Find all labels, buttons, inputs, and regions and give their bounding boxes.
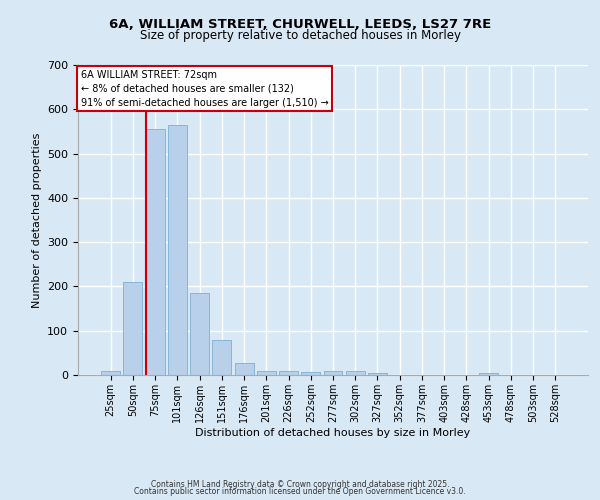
- Bar: [190, 293, 209, 375]
- Bar: [168, 125, 187, 375]
- Text: Contains public sector information licensed under the Open Government Licence v3: Contains public sector information licen…: [134, 487, 466, 496]
- Bar: [323, 370, 343, 375]
- Bar: [212, 340, 231, 375]
- Bar: [235, 362, 254, 375]
- Bar: [279, 372, 298, 375]
- X-axis label: Distribution of detached houses by size in Morley: Distribution of detached houses by size …: [196, 428, 470, 438]
- Bar: [101, 370, 120, 375]
- Bar: [146, 129, 164, 375]
- Bar: [124, 282, 142, 375]
- Text: Size of property relative to detached houses in Morley: Size of property relative to detached ho…: [139, 29, 461, 42]
- Bar: [346, 372, 365, 375]
- Bar: [368, 373, 387, 375]
- Bar: [257, 370, 276, 375]
- Text: 6A WILLIAM STREET: 72sqm
← 8% of detached houses are smaller (132)
91% of semi-d: 6A WILLIAM STREET: 72sqm ← 8% of detache…: [80, 70, 328, 108]
- Y-axis label: Number of detached properties: Number of detached properties: [32, 132, 41, 308]
- Bar: [479, 373, 498, 375]
- Text: Contains HM Land Registry data © Crown copyright and database right 2025.: Contains HM Land Registry data © Crown c…: [151, 480, 449, 489]
- Text: 6A, WILLIAM STREET, CHURWELL, LEEDS, LS27 7RE: 6A, WILLIAM STREET, CHURWELL, LEEDS, LS2…: [109, 18, 491, 30]
- Bar: [301, 372, 320, 375]
